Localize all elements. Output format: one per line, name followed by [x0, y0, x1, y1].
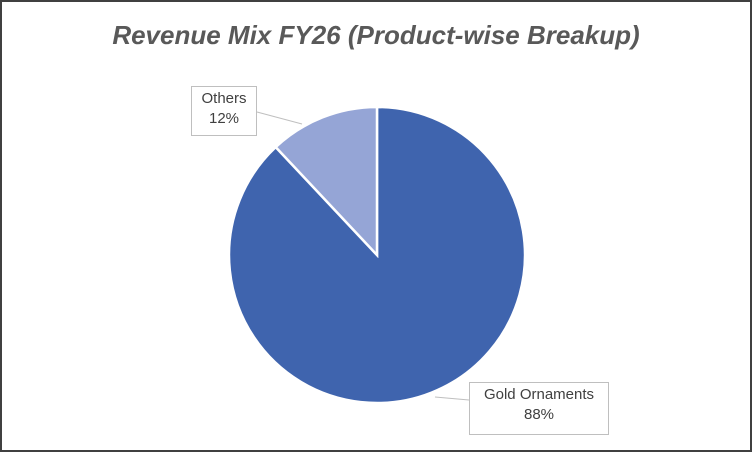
slice-label: Others — [201, 90, 247, 107]
data-label-others: Others 12% — [191, 86, 257, 136]
slice-percent: 12% — [208, 110, 240, 127]
pie-slices — [227, 105, 527, 405]
leader-line-gold-ornaments — [434, 396, 470, 401]
chart-title: Revenue Mix FY26 (Product-wise Breakup) — [112, 20, 640, 50]
leader-line-others — [256, 111, 303, 125]
data-label-gold-ornaments: Gold Ornaments 88% — [469, 382, 609, 435]
slice-label: Gold Ornaments — [483, 386, 595, 403]
leader-lines — [256, 111, 470, 401]
pie-slice-others — [273, 105, 379, 259]
slice-percent: 88% — [523, 406, 555, 423]
